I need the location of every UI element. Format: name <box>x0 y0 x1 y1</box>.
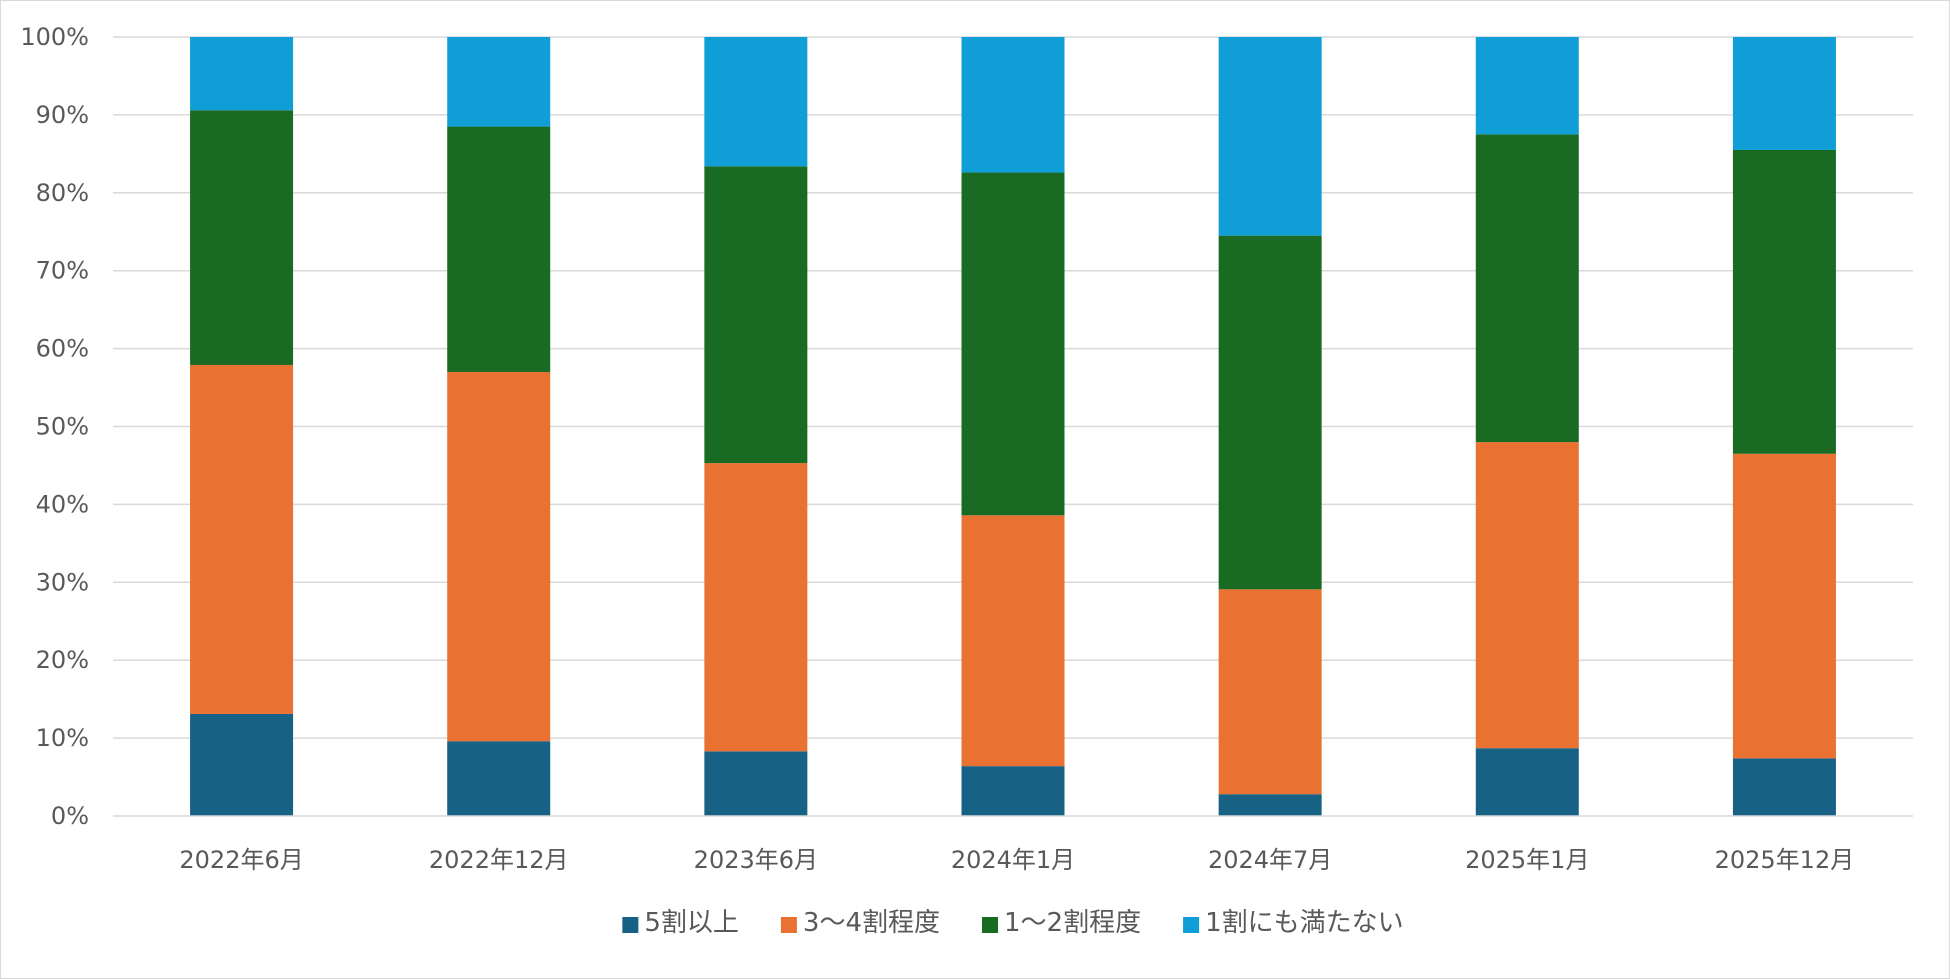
legend-item: 3～4割程度 <box>780 908 940 938</box>
legend-item: 5割以上 <box>622 908 739 938</box>
x-tick-label: 2025年12月 <box>1715 846 1855 874</box>
y-tick-label: 30% <box>36 568 89 596</box>
bar-segment-4 <box>447 37 551 127</box>
bar-segment-3 <box>1475 134 1579 443</box>
legend-label: 1割にも満たない <box>1205 908 1404 938</box>
x-tick-label: 2022年12月 <box>429 846 569 874</box>
y-tick-label: 0% <box>51 802 89 830</box>
bar-segment-2 <box>447 371 551 742</box>
bar-segment-3 <box>1732 149 1836 454</box>
bar-segment-1 <box>1475 748 1579 816</box>
y-tick-label: 70% <box>36 257 89 285</box>
x-tick-label: 2025年1月 <box>1465 846 1589 874</box>
x-tick-label: 2022年6月 <box>179 846 303 874</box>
legend-swatch <box>780 917 797 933</box>
y-tick-label: 40% <box>36 490 89 518</box>
legend-swatch <box>622 917 639 933</box>
bar-segment-1 <box>1732 758 1836 816</box>
legend-label: 3～4割程度 <box>803 908 940 938</box>
bar-segment-1 <box>961 766 1065 816</box>
bar-segment-2 <box>1732 453 1836 759</box>
x-tick-label: 2024年7月 <box>1208 846 1332 874</box>
bar-segment-4 <box>1732 37 1836 150</box>
bar-segment-1 <box>1218 794 1322 816</box>
bar-segment-2 <box>961 515 1065 767</box>
x-tick-label: 2024年1月 <box>951 846 1075 874</box>
bar-segment-1 <box>704 751 808 816</box>
bars <box>190 37 1836 816</box>
legend-label: 1～2割程度 <box>1004 908 1141 938</box>
y-tick-label: 100% <box>20 23 89 51</box>
x-axis-labels: 2022年6月 2022年12月 2023年6月 2024年1月 2024年7月 2025… <box>179 846 1854 874</box>
y-tick-label: 10% <box>36 724 89 752</box>
bar-segment-3 <box>961 172 1065 516</box>
legend-swatch <box>1183 917 1200 933</box>
bar-segment-3 <box>190 110 294 365</box>
legend-item: 1割にも満たない <box>1183 908 1404 938</box>
y-tick-label: 60% <box>36 335 89 363</box>
bar-segment-1 <box>447 741 551 816</box>
bar-segment-4 <box>190 37 294 111</box>
y-tick-label: 80% <box>36 179 89 207</box>
y-axis-labels: 0% 10% 20% 30% 40% 50% 60% 70% 80% 90% 100% <box>20 23 89 830</box>
bar-segment-2 <box>704 463 808 752</box>
bar-segment-3 <box>447 126 551 372</box>
bar-segment-4 <box>961 37 1065 173</box>
legend: 5割以上 3～4割程度 1～2割程度 1割にも満たない <box>622 908 1404 938</box>
legend-label: 5割以上 <box>644 908 739 938</box>
y-tick-label: 90% <box>36 101 89 129</box>
legend-swatch <box>982 917 998 933</box>
y-tick-label: 50% <box>36 413 89 441</box>
bar-segment-2 <box>1475 442 1579 749</box>
bar-segment-2 <box>190 364 294 714</box>
legend-item: 1～2割程度 <box>982 908 1141 938</box>
bar-segment-1 <box>190 713 294 816</box>
bar-segment-2 <box>1218 589 1322 795</box>
bar-segment-4 <box>704 37 808 167</box>
y-tick-label: 20% <box>36 646 89 674</box>
bar-segment-4 <box>1218 37 1322 236</box>
bar-segment-3 <box>704 166 808 464</box>
bar-segment-4 <box>1475 37 1579 135</box>
bar-segment-3 <box>1218 235 1322 590</box>
x-tick-label: 2023年6月 <box>694 846 818 874</box>
